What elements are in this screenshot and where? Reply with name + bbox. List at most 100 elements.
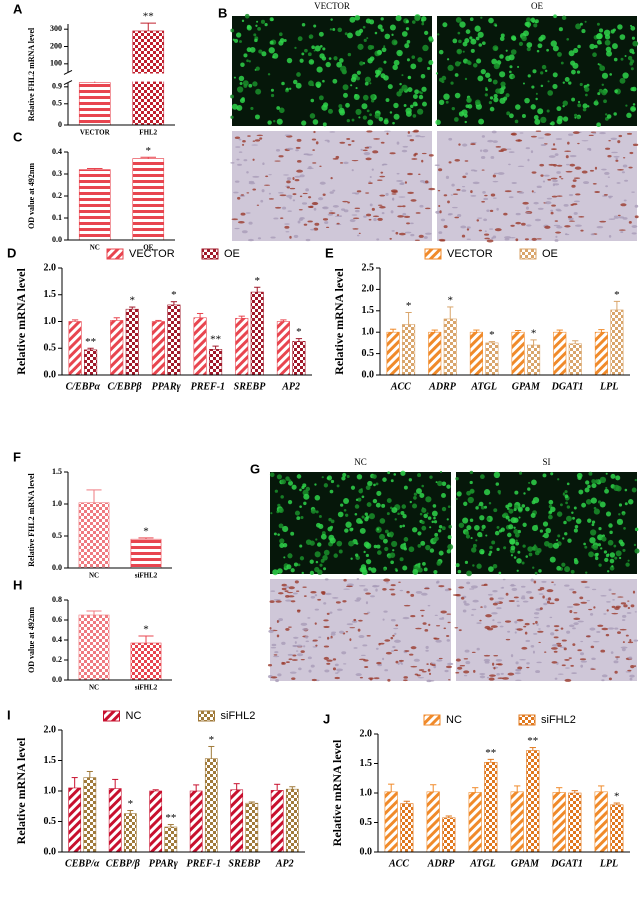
image-speck [268,192,271,195]
image-speck [407,131,411,134]
image-speck [376,661,382,665]
image-speck [360,148,363,151]
image-speck [616,518,624,525]
image-speck [469,470,474,475]
image-speck [533,612,540,615]
x-tick-label: AP2 [275,858,294,869]
image-speck [526,47,531,52]
image-speck [296,138,302,142]
image-speck [458,629,462,632]
image-speck [486,209,490,212]
image-speck [570,664,574,667]
image-speck [308,59,315,65]
bar [78,169,111,241]
image-speck [471,547,477,553]
image-speck [252,140,256,142]
image-speck [489,597,494,601]
image-speck [542,521,549,527]
bar [78,502,110,569]
image-speck [379,194,386,197]
image-speck [491,130,497,134]
significance: * [448,294,454,306]
image-speck [551,195,558,198]
image-speck [589,613,594,616]
y-axis-label: OD value at 492nm [27,163,36,229]
bar [245,802,259,853]
image-speck [625,634,629,637]
image-speck [368,180,371,182]
micrograph [230,13,434,127]
image-speck [490,193,496,197]
image-speck [350,557,353,560]
image-speck [546,109,550,113]
image-speck [577,475,582,481]
image-speck [594,556,599,561]
image-bg [232,131,432,241]
image-speck [328,57,332,60]
image-speck [521,222,526,226]
image-speck [273,532,277,536]
image-speck [601,536,607,542]
y-tick-label: 1.0 [44,316,57,327]
image-speck [323,602,327,605]
image-speck [536,623,539,627]
image-speck [254,139,261,142]
image-speck [310,98,315,103]
image-speck [569,588,575,591]
image-speck [304,48,308,53]
image-speck [569,624,575,628]
image-speck [417,531,422,536]
image-speck [489,209,494,213]
image-speck [302,627,309,631]
image-speck [461,189,467,192]
image-speck [252,158,255,161]
image-speck [613,660,619,664]
image-speck [326,612,330,615]
bar [110,320,124,376]
image-speck [544,540,550,547]
y-tick-label: 0.5 [360,817,373,828]
image-speck [345,513,349,517]
image-speck [543,174,550,177]
image-speck [496,207,499,211]
image-speck [358,658,366,661]
image-speck [288,586,295,590]
image-speck [510,224,515,227]
image-speck [338,107,345,114]
image-speck [378,116,384,122]
image-speck [539,607,543,610]
image-speck [584,545,588,549]
image-speck [312,639,318,642]
image-speck [288,658,293,661]
image-speck [550,472,554,476]
image-speck [447,64,454,72]
image-speck [555,208,561,212]
image-speck [425,645,429,649]
image-speck [561,15,567,21]
image-speck [523,625,527,628]
image-speck [294,580,299,584]
image-speck [549,616,553,619]
image-speck [608,234,612,238]
image-speck [390,534,393,538]
image-speck [505,515,510,520]
bar [485,342,499,376]
image-speck [515,541,520,546]
image-speck [557,534,561,538]
image-speck [270,676,278,679]
image-speck [421,670,427,673]
image-speck [387,471,391,475]
image-speck [527,487,531,491]
bar [552,792,566,853]
image-speck [386,132,389,135]
image-speck [548,155,556,158]
image-speck [466,226,471,229]
image-speck [511,587,518,592]
image-speck [533,23,538,28]
significance: * [406,300,412,312]
legend-label: siFHL2 [221,710,256,722]
image-speck [535,670,541,674]
image-speck [555,138,563,140]
image-speck [472,543,477,548]
image-speck [584,487,590,493]
